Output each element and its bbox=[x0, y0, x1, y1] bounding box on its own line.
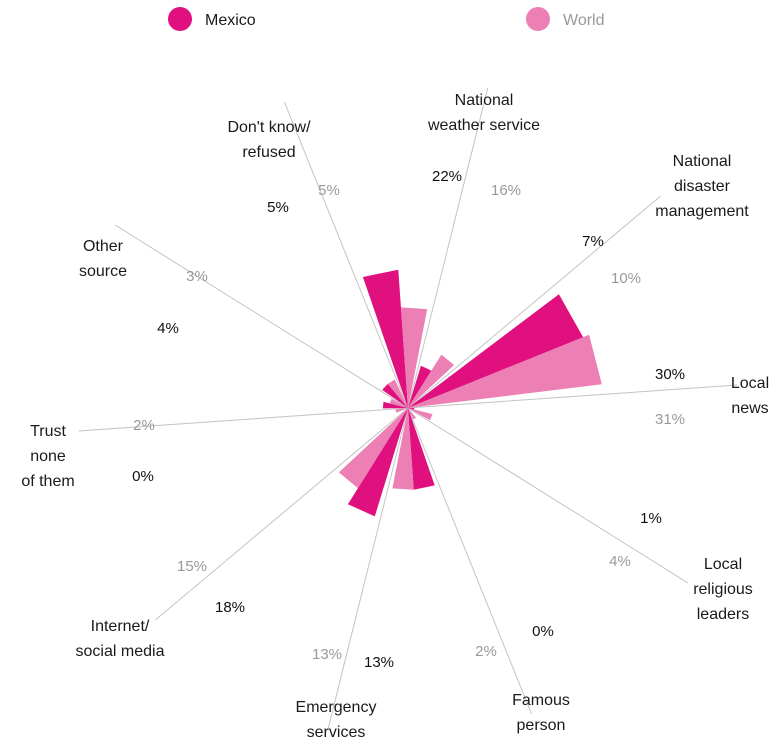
spoke-9 bbox=[283, 101, 409, 409]
legend: Mexico World bbox=[168, 7, 605, 31]
bar-mexico-don-t-know-refused bbox=[382, 383, 408, 408]
category-label-line: religious bbox=[693, 581, 753, 598]
category-label-line: Trust bbox=[30, 423, 66, 440]
category-label-line: Other bbox=[83, 238, 124, 255]
value-mexico-emergency-services: 13% bbox=[364, 654, 394, 671]
value-mexico-famous-person: 0% bbox=[532, 623, 554, 640]
category-label-line: Local bbox=[731, 375, 769, 392]
spoke-3 bbox=[407, 407, 689, 584]
spoke-5 bbox=[327, 407, 409, 729]
value-world-trust-none-of-them: 2% bbox=[133, 417, 155, 434]
value-world-emergency-services: 13% bbox=[312, 646, 342, 663]
bars bbox=[338, 269, 602, 517]
category-label-line: Internet/ bbox=[91, 618, 150, 635]
value-mexico-local-religious-leaders: 1% bbox=[640, 510, 662, 527]
category-label-other-source: Other source bbox=[79, 238, 127, 280]
category-label-line: Local bbox=[704, 556, 742, 573]
spoke-4 bbox=[407, 407, 533, 715]
value-mexico-national-disaster-management: 7% bbox=[582, 233, 604, 250]
category-label-line: National bbox=[673, 153, 732, 170]
bar-mexico-national-weather-service bbox=[362, 269, 408, 408]
value-world-national-disaster-management: 10% bbox=[611, 270, 641, 287]
bar-mexico-local-news bbox=[408, 294, 584, 408]
category-label-line: weather service bbox=[427, 117, 540, 134]
spoke-2 bbox=[407, 384, 738, 409]
category-label-line: disaster bbox=[674, 178, 731, 195]
category-label-line: source bbox=[79, 263, 127, 280]
legend-swatch-mexico bbox=[168, 7, 192, 31]
value-world-famous-person: 2% bbox=[475, 643, 497, 660]
category-label-line: news bbox=[731, 400, 768, 417]
category-label-line: leaders bbox=[697, 606, 749, 623]
value-mexico-trust-none-of-them: 0% bbox=[132, 468, 154, 485]
category-label-emergency-services: Emergency services bbox=[296, 699, 377, 739]
spoke-8 bbox=[115, 224, 409, 409]
bar-world-internet-social-media bbox=[338, 408, 408, 489]
value-world-internet-social-media: 15% bbox=[177, 558, 207, 575]
legend-item-mexico[interactable]: Mexico bbox=[168, 7, 256, 31]
bar-world-national-disaster-management bbox=[408, 354, 455, 408]
bar-world-local-religious-leaders bbox=[408, 408, 433, 421]
legend-item-world[interactable]: World bbox=[526, 7, 605, 31]
value-labels: 22% 16% 7% 10% 30% 31% 1% 4% 0% 2% 13% 13% 18% 15% 0% 2… bbox=[132, 168, 685, 671]
bar-mexico-national-disaster-management bbox=[408, 365, 432, 408]
spoke-7 bbox=[78, 407, 409, 432]
category-label-line: of them bbox=[21, 473, 74, 490]
category-label-trust-none-of-them: Trust none of them bbox=[21, 423, 74, 490]
bar-world-don-t-know-refused bbox=[387, 379, 408, 408]
category-label-line: Don't know/ bbox=[227, 119, 311, 136]
category-label-line: management bbox=[655, 203, 749, 220]
category-label-national-weather-service: National weather service bbox=[427, 92, 540, 134]
category-label-line: person bbox=[517, 717, 566, 734]
value-mexico-national-weather-service: 22% bbox=[432, 168, 462, 185]
category-label-line: social media bbox=[76, 643, 165, 660]
legend-swatch-world bbox=[526, 7, 550, 31]
category-labels: National weather service National disaster m… bbox=[21, 92, 769, 739]
value-mexico-local-news: 30% bbox=[655, 366, 685, 383]
spokes bbox=[78, 87, 738, 729]
category-label-famous-person: Famous person bbox=[512, 692, 570, 734]
category-label-local-news: Local news bbox=[731, 375, 769, 417]
category-label-line: refused bbox=[242, 144, 295, 161]
bar-mexico-other-source bbox=[382, 401, 408, 409]
value-mexico-other-source: 4% bbox=[157, 320, 179, 337]
value-world-don-t-know-refused: 5% bbox=[318, 182, 340, 199]
category-label-local-religious-leaders: Local religious leaders bbox=[693, 556, 753, 623]
spoke-6 bbox=[154, 407, 409, 621]
bar-world-local-news bbox=[408, 334, 602, 408]
bar-mexico-local-religious-leaders bbox=[408, 407, 415, 410]
spoke-1 bbox=[407, 195, 662, 409]
spoke-0 bbox=[407, 87, 489, 409]
category-label-line: Famous bbox=[512, 692, 570, 709]
category-label-internet-social-media: Internet/social media bbox=[76, 618, 165, 660]
legend-label-mexico: Mexico bbox=[205, 12, 256, 29]
value-world-local-news: 31% bbox=[655, 411, 685, 428]
value-world-local-religious-leaders: 4% bbox=[609, 553, 631, 570]
value-world-national-weather-service: 16% bbox=[491, 182, 521, 199]
category-label-line: none bbox=[30, 448, 66, 465]
category-label-national-disaster-management: National disaster management bbox=[655, 153, 749, 220]
bar-mexico-emergency-services bbox=[408, 408, 435, 490]
bar-world-other-source bbox=[389, 398, 408, 408]
category-label-line: National bbox=[455, 92, 514, 109]
category-label-line: services bbox=[307, 724, 366, 739]
value-mexico-internet-social-media: 18% bbox=[215, 599, 245, 616]
bar-world-emergency-services bbox=[392, 408, 414, 490]
bar-world-famous-person bbox=[408, 408, 417, 420]
category-label-don-t-know-refused: Don't know/refused bbox=[227, 119, 311, 161]
bar-world-national-weather-service bbox=[401, 307, 428, 408]
category-label-line: Emergency bbox=[296, 699, 377, 716]
bar-world-trust-none-of-them bbox=[395, 408, 408, 413]
value-mexico-don-t-know-refused: 5% bbox=[267, 199, 289, 216]
legend-label-world: World bbox=[563, 12, 605, 29]
bar-mexico-internet-social-media bbox=[347, 408, 408, 517]
value-world-other-source: 3% bbox=[186, 268, 208, 285]
